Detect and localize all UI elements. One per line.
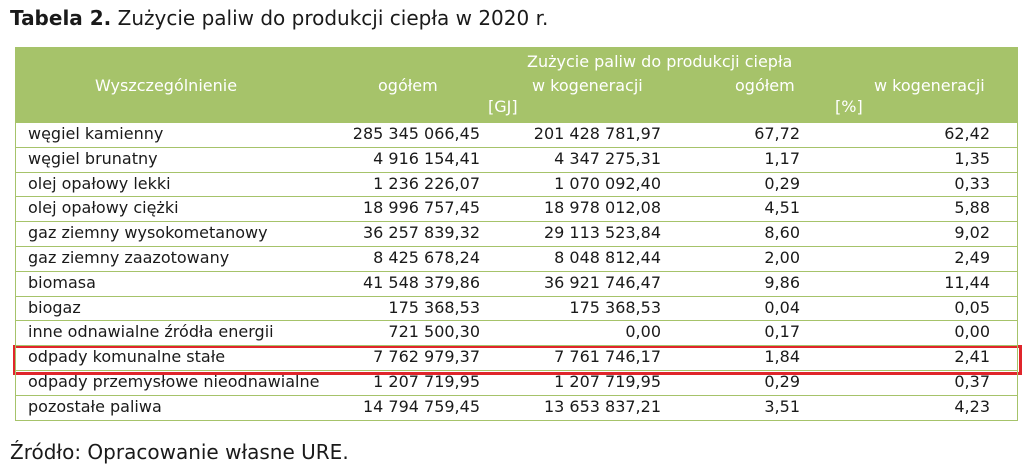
cell-value: 8 425 678,24 <box>373 248 480 267</box>
row-line <box>15 246 1018 247</box>
header-cell: ogółem <box>378 76 438 95</box>
title-label: Tabela 2. <box>10 6 112 30</box>
cell-value: 721 500,30 <box>388 322 480 342</box>
highlight-box <box>13 345 1022 375</box>
header-group: Zużycie paliw do produkcji ciepła <box>527 52 793 71</box>
cell-value: 4 916 154,41 <box>373 148 480 168</box>
cell-value: 36 257 839,32 <box>362 223 480 243</box>
cell-value: 41 548 379,86 <box>362 272 480 292</box>
cell-label: węgiel kamienny <box>28 124 164 143</box>
cell-value: 1,17 <box>764 148 800 168</box>
cell-label: gaz ziemny zaazotowany <box>28 248 230 267</box>
cell-label: odpady komunalne stałe <box>28 347 226 367</box>
cell-value: 0,04 <box>764 297 800 317</box>
cell-value: 7 762 979,37 <box>373 347 480 367</box>
row-line <box>15 419 1018 421</box>
cell-value: 18 978 012,08 <box>543 198 661 218</box>
cell-label: olej opałowy ciężki <box>28 198 179 218</box>
cell-value: 2,49 <box>954 248 990 267</box>
header-cell: w kogeneracji <box>532 76 643 95</box>
header-cell: ogółem <box>735 76 795 95</box>
table-border <box>15 47 16 420</box>
cell-value: 2,00 <box>764 248 800 267</box>
row-line <box>15 196 1018 198</box>
title: Tabela 2. Zużycie paliw do produkcji cie… <box>10 6 548 30</box>
title-text: Zużycie paliw do produkcji ciepła w 2020… <box>117 6 549 30</box>
cell-value: 4,51 <box>764 198 800 218</box>
row-line <box>15 221 1018 223</box>
cell-value: 4,23 <box>954 396 990 416</box>
cell-value: 29 113 523,84 <box>543 223 661 243</box>
cell-value: 8,60 <box>764 223 800 243</box>
cell-label: pozostałe paliwa <box>28 396 162 416</box>
row-line <box>15 295 1018 297</box>
cell-value: 0,17 <box>764 322 800 342</box>
cell-value: 7 761 746,17 <box>554 347 661 367</box>
cell-value: 285 345 066,45 <box>352 124 480 143</box>
cell-label: biomasa <box>28 272 96 292</box>
cell-value: 201 428 781,97 <box>533 124 661 143</box>
cell-value: 9,86 <box>764 272 800 292</box>
cell-value: 8 048 812,44 <box>554 248 661 267</box>
row-line <box>15 370 1018 371</box>
cell-value: 0,00 <box>625 322 661 342</box>
row-line <box>15 320 1018 322</box>
header-unit: [GJ] <box>488 97 518 116</box>
cell-value: 0,00 <box>954 322 990 342</box>
cell-value: 0,37 <box>954 372 990 391</box>
cell-value: 2,41 <box>954 347 990 367</box>
table-border <box>1017 47 1018 420</box>
cell-value: 1 070 092,40 <box>554 173 661 193</box>
cell-value: 1,35 <box>954 148 990 168</box>
row-line <box>15 146 1018 148</box>
cell-value: 175 368,53 <box>388 297 480 317</box>
cell-value: 36 921 746,47 <box>543 272 661 292</box>
cell-value: 0,33 <box>954 173 990 193</box>
cell-value: 1 207 719,95 <box>554 372 661 391</box>
row-line <box>15 394 1018 396</box>
cell-value: 0,05 <box>954 297 990 317</box>
cell-value: 67,72 <box>754 124 800 143</box>
cell-value: 9,02 <box>954 223 990 243</box>
cell-label: olej opałowy lekki <box>28 173 171 193</box>
cell-value: 18 996 757,45 <box>362 198 480 218</box>
header-cell: Wyszczególnienie <box>95 76 238 95</box>
cell-value: 62,42 <box>944 124 990 143</box>
cell-value: 14 794 759,45 <box>362 396 480 416</box>
cell-label: gaz ziemny wysokometanowy <box>28 223 268 243</box>
cell-label: węgiel brunatny <box>28 148 158 168</box>
row-line <box>15 345 1018 347</box>
cell-value: 1 236 226,07 <box>373 173 480 193</box>
row-line <box>15 122 1018 123</box>
cell-value: 4 347 275,31 <box>554 148 661 168</box>
cell-value: 5,88 <box>954 198 990 218</box>
header-unit: [%] <box>835 97 863 116</box>
cell-value: 175 368,53 <box>569 297 661 317</box>
row-line <box>15 270 1018 272</box>
cell-value: 1,84 <box>764 347 800 367</box>
cell-label: odpady przemysłowe nieodnawialne <box>28 372 320 391</box>
cell-value: 1 207 719,95 <box>373 372 480 391</box>
cell-value: 0,29 <box>764 372 800 391</box>
row-line <box>15 171 1018 173</box>
cell-value: 11,44 <box>944 272 990 292</box>
header-cell: w kogeneracji <box>874 76 985 95</box>
cell-value: 13 653 837,21 <box>543 396 661 416</box>
cell-value: 0,29 <box>764 173 800 193</box>
cell-value: 3,51 <box>764 396 800 416</box>
table-header <box>15 47 1018 122</box>
cell-label: biogaz <box>28 297 81 317</box>
cell-label: inne odnawialne źródła energii <box>28 322 274 342</box>
source: Źródło: Opracowanie własne URE. <box>10 440 349 464</box>
